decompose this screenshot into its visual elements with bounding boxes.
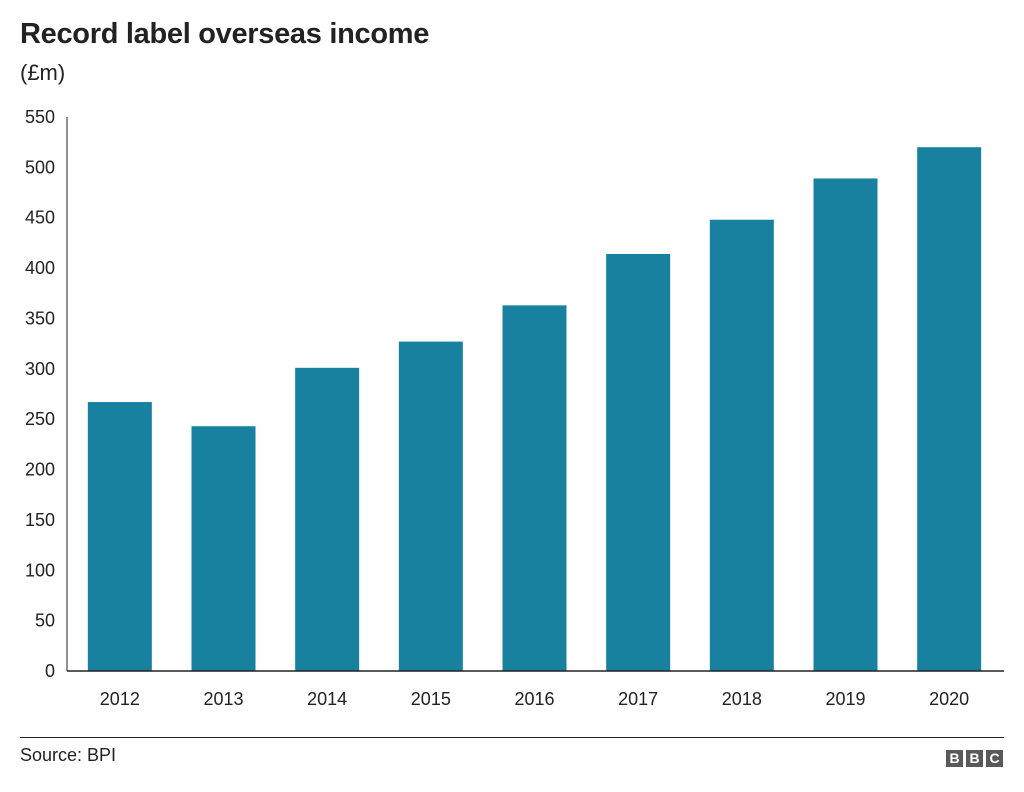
y-tick-label: 350 (25, 308, 55, 328)
bar (398, 341, 463, 671)
bbc-logo-letter: B (966, 750, 983, 767)
bar (87, 402, 152, 671)
x-tick-label: 2016 (514, 689, 554, 709)
bar (917, 147, 982, 671)
x-tick-label: 2019 (825, 689, 865, 709)
bar (191, 426, 256, 671)
bbc-logo-letter: B (946, 750, 963, 767)
x-tick-label: 2020 (929, 689, 969, 709)
x-tick-label: 2017 (618, 689, 658, 709)
y-tick-label: 150 (25, 510, 55, 530)
bar (813, 178, 878, 671)
bbc-logo-letter: C (986, 750, 1003, 767)
y-tick-label: 400 (25, 258, 55, 278)
y-tick-label: 0 (45, 661, 55, 681)
bbc-logo: B B C (946, 750, 1003, 767)
y-tick-label: 50 (35, 611, 55, 631)
chart-subtitle: (£m) (20, 60, 66, 85)
y-tick-label: 250 (25, 409, 55, 429)
y-tick-label: 300 (25, 359, 55, 379)
bar (709, 219, 774, 671)
y-tick-label: 450 (25, 208, 55, 228)
x-tick-label: 2013 (203, 689, 243, 709)
y-tick-label: 500 (25, 157, 55, 177)
y-tick-label: 100 (25, 560, 55, 580)
bar (502, 305, 567, 671)
x-tick-label: 2012 (100, 689, 140, 709)
footer-divider (20, 737, 1004, 738)
chart-title: Record label overseas income (20, 18, 430, 50)
y-tick-label: 550 (25, 107, 55, 127)
y-tick-label: 200 (25, 460, 55, 480)
source-note: Source: BPI (20, 745, 117, 765)
x-tick-label: 2018 (722, 689, 762, 709)
bar (295, 367, 360, 671)
bar (606, 253, 671, 672)
x-tick-label: 2015 (411, 689, 451, 709)
x-tick-label: 2014 (307, 689, 347, 709)
